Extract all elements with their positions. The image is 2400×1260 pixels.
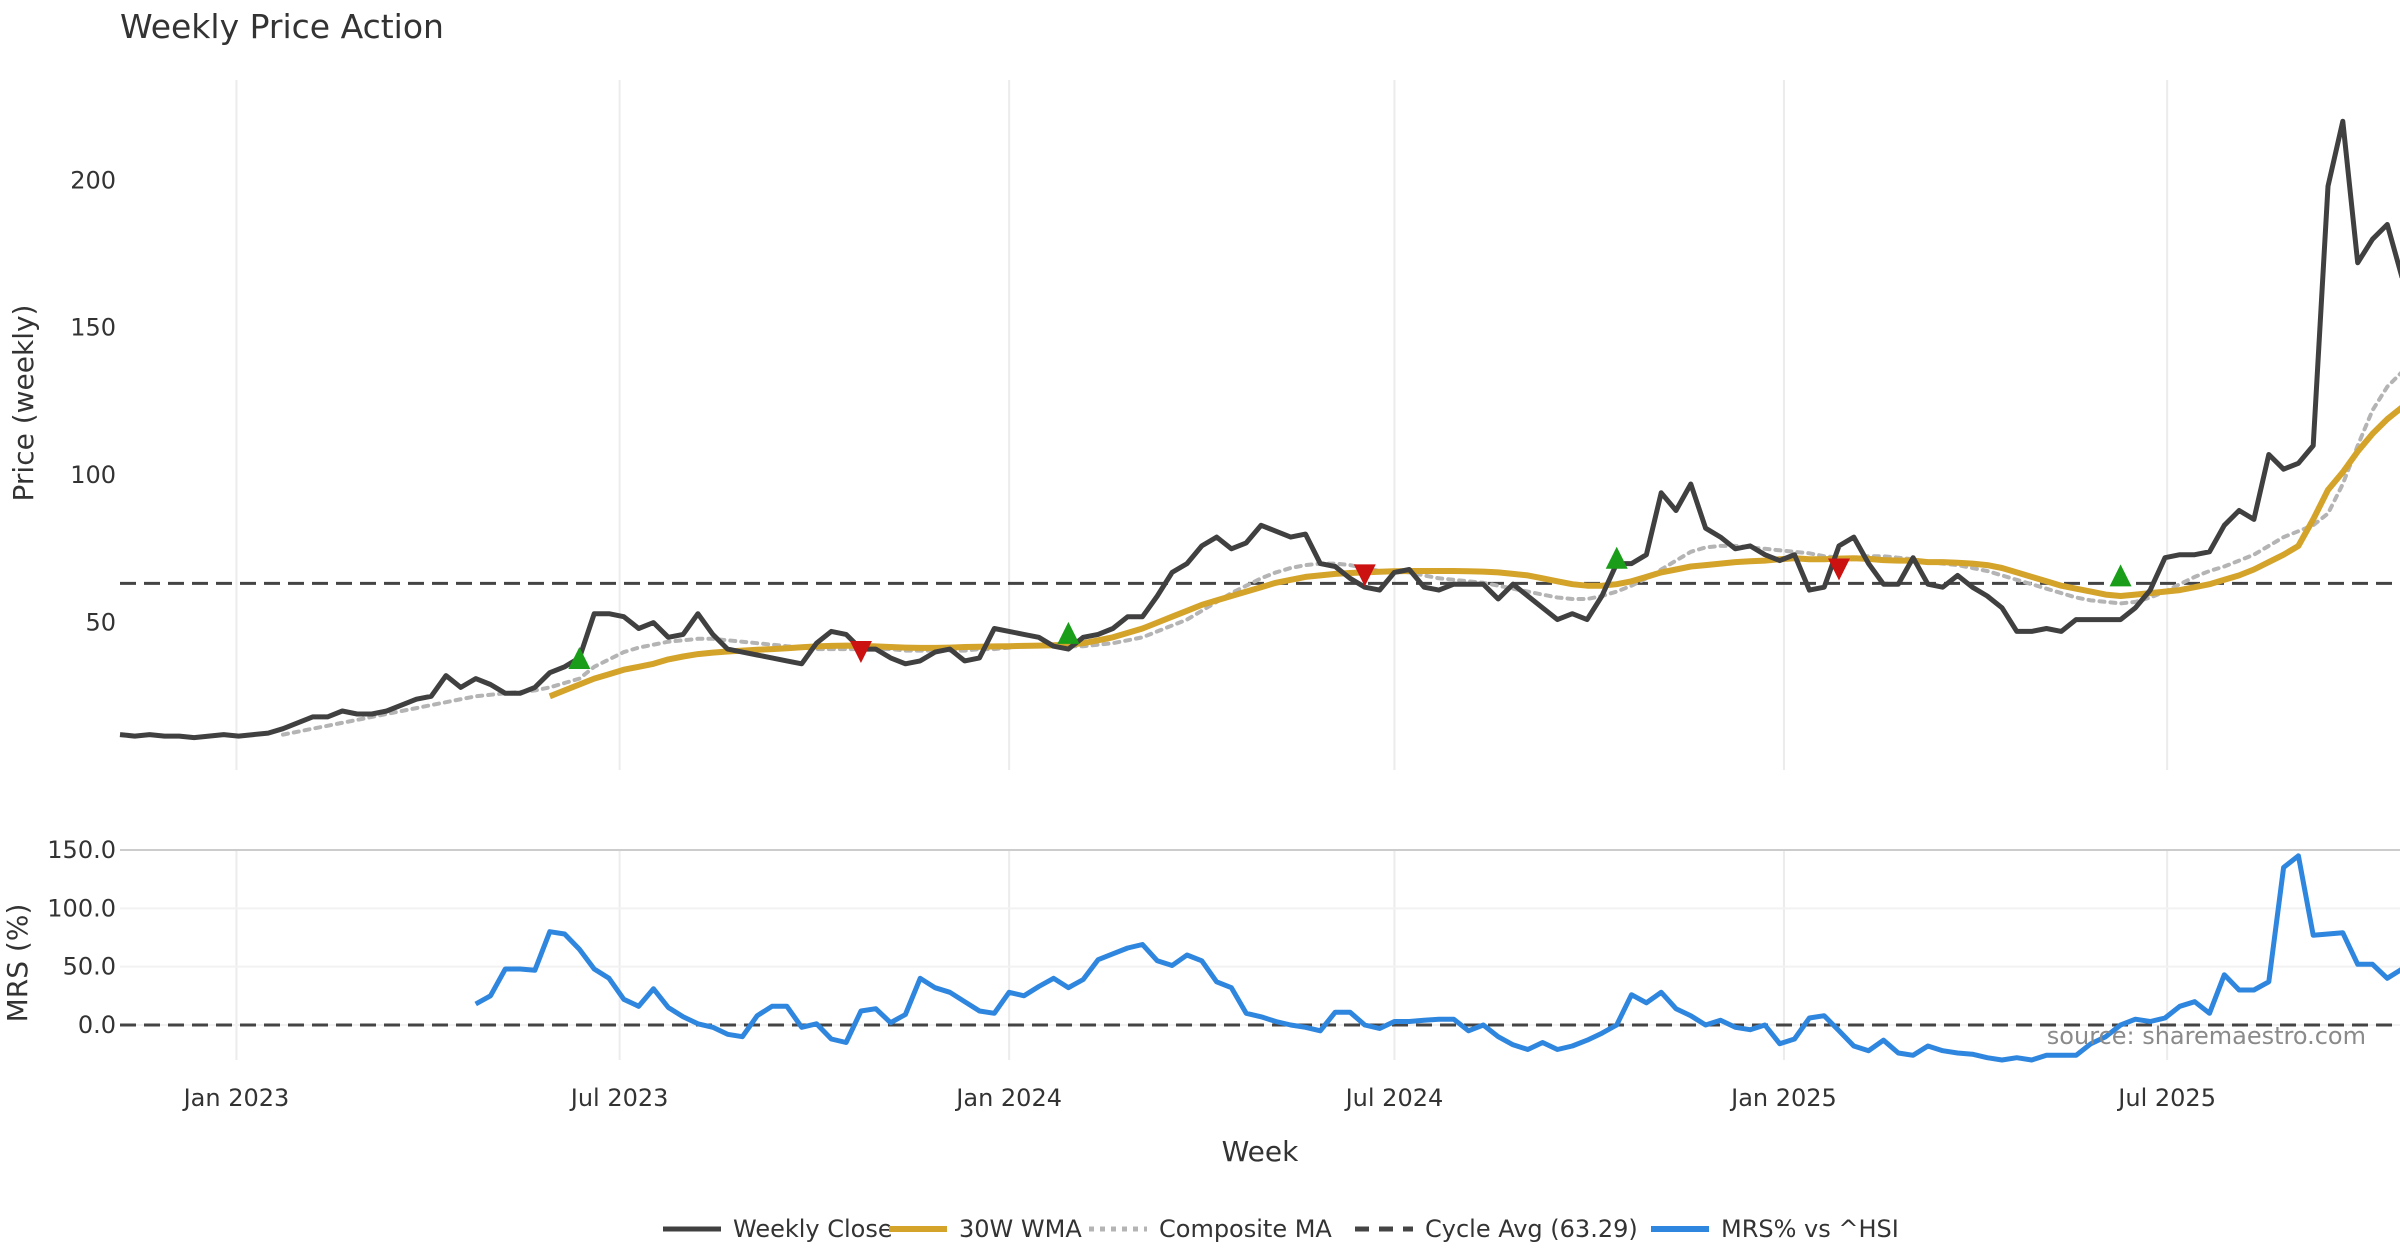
legend-label: MRS% vs ^HSI [1721,1215,1899,1243]
legend-item-30w-wma: 30W WMA [889,1215,1082,1243]
legend-item-mrs-vs-hsi: MRS% vs ^HSI [1651,1215,1899,1243]
mrs-y-tick-label: 0.0 [78,1011,116,1039]
legend-item-weekly-close: Weekly Close [663,1215,893,1243]
x-tick-label: Jul 2024 [1344,1084,1444,1112]
mrs-y-ticks: 0.0 50.0 100.0 150.0 [47,836,116,1039]
mrs-y-tick-label: 100.0 [47,894,116,922]
sell-signal-marker [1353,564,1376,587]
buy-signal-marker [1057,621,1080,644]
x-tick-label: Jul 2025 [2116,1084,2216,1112]
30w-wma-line [548,405,2400,700]
x-ticks: Jan 2023 Jul 2023 Jan 2024 Jul 2024 Jan 2025… [182,1084,2216,1112]
buy-signal-marker [2109,564,2132,587]
weekly-close-line [119,118,2400,741]
x-axis-label: Week [1222,1135,1299,1168]
legend-item-cycle-avg-63-29: Cycle Avg (63.29) [1355,1215,1638,1243]
price-y-tick-label: 50 [85,609,116,637]
legend: Weekly Close 30W WMA Composite MA Cycle Avg… [663,1215,1899,1243]
price-series [119,118,2400,741]
legend-label: Cycle Avg (63.29) [1425,1215,1638,1243]
legend-item-composite-ma: Composite MA [1089,1215,1332,1243]
chart-title: Weekly Price Action [120,7,444,46]
x-tick-label: Jan 2025 [1729,1084,1837,1112]
buy-signal-marker [568,646,591,669]
sell-signal-marker [849,641,872,664]
buy-signal-marker [1605,546,1628,569]
x-tick-label: Jul 2023 [569,1084,669,1112]
legend-label: Composite MA [1159,1215,1332,1243]
signal-markers [568,546,2132,669]
x-tick-label: Jan 2024 [954,1084,1062,1112]
price-y-axis-label: Price (weekly) [7,305,40,502]
mrs-y-tick-label: 150.0 [47,836,116,864]
x-tick-label: Jan 2023 [182,1084,290,1112]
price-y-tick-label: 100 [70,461,116,489]
mrs-y-tick-label: 50.0 [63,953,116,981]
legend-label: Weekly Close [733,1215,893,1243]
mrs-y-axis-label: MRS (%) [1,904,34,1023]
sell-signal-marker [1828,558,1851,581]
price-y-tick-label: 200 [70,166,116,194]
grid [120,80,2400,1060]
price-y-tick-label: 150 [70,314,116,342]
price-y-ticks: 50 100 150 200 [70,166,116,636]
legend-label: 30W WMA [959,1215,1082,1243]
mrs-vs-hsi-line [474,853,2400,1063]
mrs-series [120,853,2400,1063]
source-annotation: source: sharemaestro.com [2047,1022,2366,1050]
composite-ma-line [281,371,2400,737]
